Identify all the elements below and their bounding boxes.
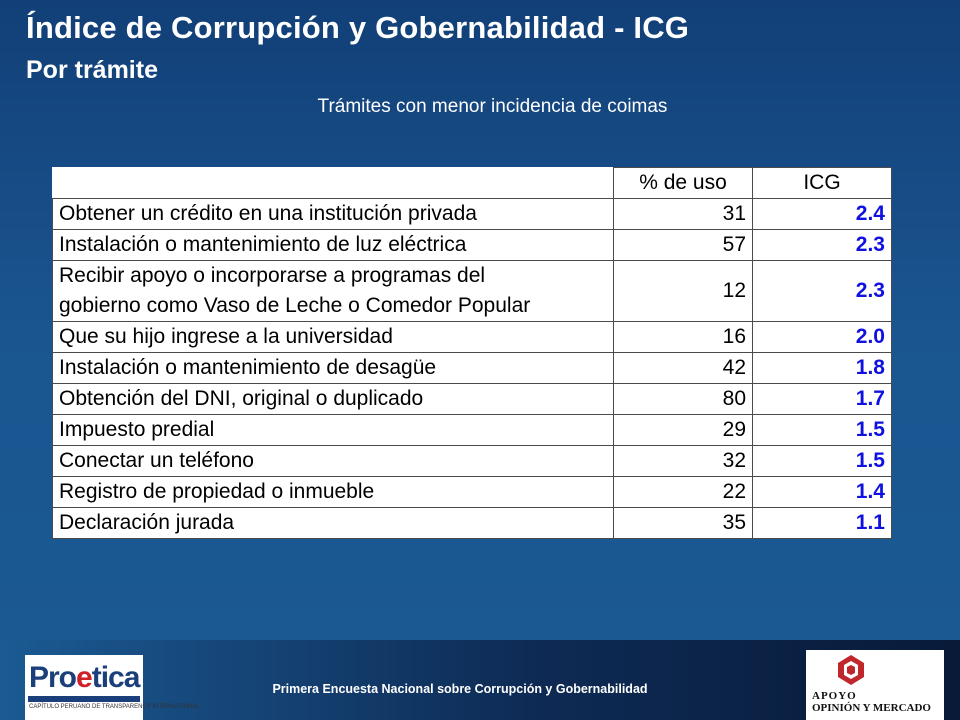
table-row: Declaración jurada 35 1.1	[52, 507, 892, 539]
row-name: Recibir apoyo o incorporarse a programas…	[52, 260, 614, 322]
table-header-row: % de uso ICG	[52, 167, 892, 199]
row-uso: 22	[613, 476, 753, 508]
proetica-logo: Proetica CAPÍTULO PERUANO DE TRANSPARENC…	[25, 655, 200, 720]
page-subtitle: Por trámite	[26, 56, 158, 84]
row-name: Obtener un crédito en una institución pr…	[52, 198, 614, 230]
row-uso: 29	[613, 414, 753, 446]
row-name: Obtención del DNI, original o duplicado	[52, 383, 614, 415]
row-icg: 2.3	[752, 229, 892, 261]
table-row: Instalación o mantenimiento de luz eléct…	[52, 229, 892, 261]
table-row: Recibir apoyo o incorporarse a programas…	[52, 260, 892, 322]
row-icg: 1.5	[752, 414, 892, 446]
row-icg: 1.7	[752, 383, 892, 415]
row-uso: 42	[613, 352, 753, 384]
row-name: Instalación o mantenimiento de desagüe	[52, 352, 614, 384]
header-uso: % de uso	[613, 167, 753, 199]
table-row: Conectar un teléfono 32 1.5	[52, 445, 892, 477]
table-row: Registro de propiedad o inmueble 22 1.4	[52, 476, 892, 508]
table-caption: Trámites con menor incidencia de coimas	[317, 96, 668, 117]
row-name: Instalación o mantenimiento de luz eléct…	[52, 229, 614, 261]
apoyo-emblem-icon	[838, 655, 864, 685]
apoyo-line1: APOYO	[812, 690, 857, 702]
row-icg: 1.8	[752, 352, 892, 384]
header-corner	[52, 167, 614, 199]
row-icg: 1.4	[752, 476, 892, 508]
header-icg: ICG	[752, 167, 892, 199]
icg-table: % de uso ICG Obtener un crédito en una i…	[52, 167, 892, 539]
row-name: Impuesto predial	[52, 414, 614, 446]
apoyo-line2: OPINIÓN Y MERCADO	[812, 702, 931, 714]
row-uso: 80	[613, 383, 753, 415]
row-name: Conectar un teléfono	[52, 445, 614, 477]
row-icg: 2.3	[752, 260, 892, 322]
proetica-tagline: CAPÍTULO PERUANO DE TRANSPARENCY INTERNA…	[29, 704, 200, 710]
footer-caption: Primera Encuesta Nacional sobre Corrupci…	[272, 682, 648, 696]
row-uso: 57	[613, 229, 753, 261]
row-icg: 1.5	[752, 445, 892, 477]
row-name-line2: gobierno como Vaso de Leche o Comedor Po…	[59, 294, 531, 317]
row-uso: 12	[613, 260, 753, 322]
row-icg: 2.0	[752, 321, 892, 353]
row-uso: 31	[613, 198, 753, 230]
row-name: Declaración jurada	[52, 507, 614, 539]
row-uso: 35	[613, 507, 753, 539]
proetica-bar	[28, 696, 140, 702]
table-row: Obtención del DNI, original o duplicado …	[52, 383, 892, 415]
row-uso: 16	[613, 321, 753, 353]
row-icg: 1.1	[752, 507, 892, 539]
row-name: Registro de propiedad o inmueble	[52, 476, 614, 508]
row-name-line1: Recibir apoyo o incorporarse a programas…	[59, 264, 486, 287]
row-uso: 32	[613, 445, 753, 477]
table-row: Instalación o mantenimiento de desagüe 4…	[52, 352, 892, 384]
table-row: Que su hijo ingrese a la universidad 16 …	[52, 321, 892, 353]
apoyo-logo: APOYO OPINIÓN Y MERCADO	[806, 650, 944, 720]
row-icg: 2.4	[752, 198, 892, 230]
proetica-wordmark: Proetica	[29, 661, 140, 694]
page-title: Índice de Corrupción y Gobernabilidad - …	[26, 10, 690, 45]
table-row: Obtener un crédito en una institución pr…	[52, 198, 892, 230]
table-row: Impuesto predial 29 1.5	[52, 414, 892, 446]
row-name: Que su hijo ingrese a la universidad	[52, 321, 614, 353]
footer-band	[0, 640, 960, 720]
